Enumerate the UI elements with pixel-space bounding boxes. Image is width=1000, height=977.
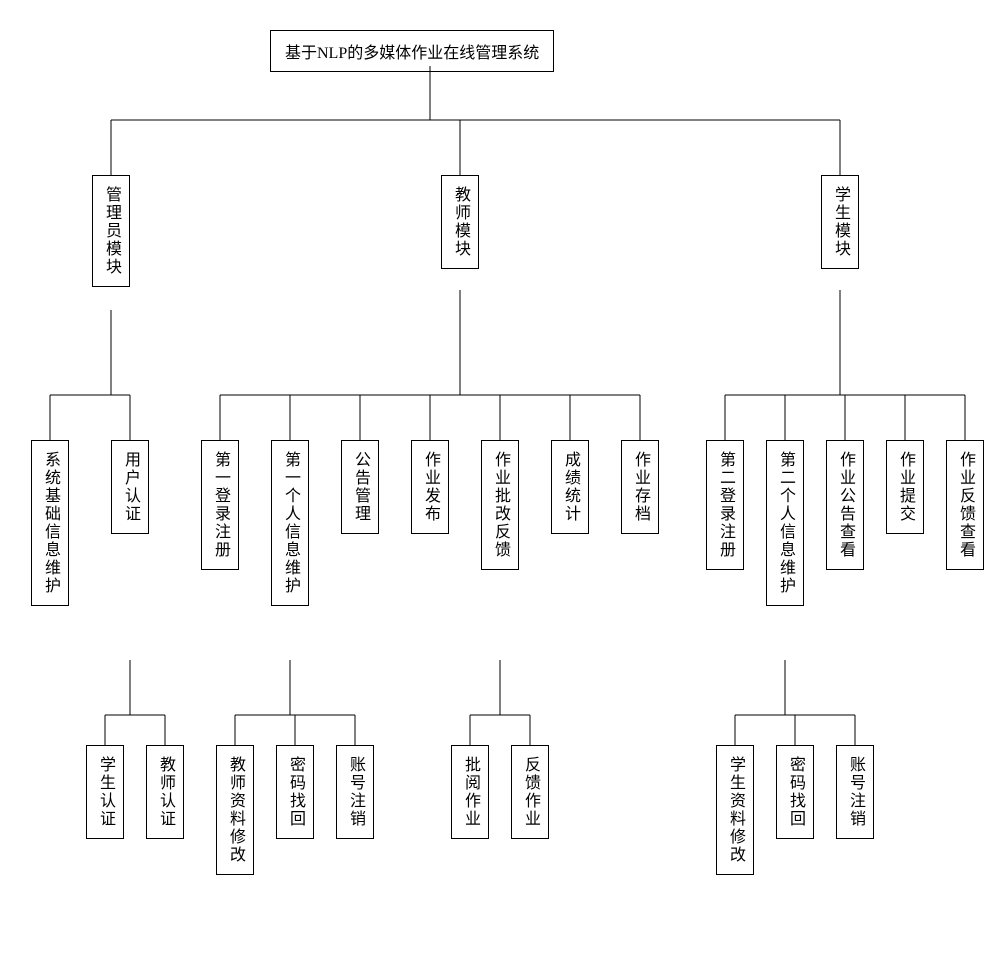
- l2-admin-label: 管理员模块: [99, 186, 123, 276]
- teacher-info-a: 教师资料修改: [216, 745, 254, 875]
- teacher-info-a-label: 教师资料修改: [223, 756, 247, 864]
- student-info-c-label: 账号注销: [843, 756, 867, 828]
- teacher-c2: 第一个人信息维护: [271, 440, 309, 606]
- student-c3: 作业公告查看: [826, 440, 864, 570]
- teacher-c4: 作业发布: [411, 440, 449, 534]
- student-info-a-label: 学生资料修改: [723, 756, 747, 864]
- admin-c2-label: 用户认证: [118, 451, 142, 523]
- teacher-review-b: 反馈作业: [511, 745, 549, 839]
- teacher-review-a: 批阅作业: [451, 745, 489, 839]
- l2-admin: 管理员模块: [92, 175, 130, 287]
- teacher-info-c-label: 账号注销: [343, 756, 367, 828]
- teacher-c3: 公告管理: [341, 440, 379, 534]
- admin-auth-b: 教师认证: [146, 745, 184, 839]
- root-label: 基于NLP的多媒体作业在线管理系统: [285, 39, 539, 63]
- student-c1-label: 第二登录注册: [713, 451, 737, 559]
- root-title: 基于NLP的多媒体作业在线管理系统: [270, 30, 554, 72]
- teacher-c4-label: 作业发布: [418, 451, 442, 523]
- student-c5-label: 作业反馈查看: [953, 451, 977, 559]
- teacher-info-b: 密码找回: [276, 745, 314, 839]
- student-c1: 第二登录注册: [706, 440, 744, 570]
- student-c4: 作业提交: [886, 440, 924, 534]
- l2-teacher: 教师模块: [441, 175, 479, 269]
- teacher-c3-label: 公告管理: [348, 451, 372, 523]
- student-c4-label: 作业提交: [893, 451, 917, 523]
- l2-teacher-label: 教师模块: [448, 186, 472, 258]
- student-info-a: 学生资料修改: [716, 745, 754, 875]
- teacher-info-b-label: 密码找回: [283, 756, 307, 828]
- student-info-c: 账号注销: [836, 745, 874, 839]
- student-info-b-label: 密码找回: [783, 756, 807, 828]
- teacher-review-a-label: 批阅作业: [458, 756, 482, 828]
- teacher-c7-label: 作业存档: [628, 451, 652, 523]
- student-c2-label: 第二个人信息维护: [773, 451, 797, 595]
- admin-auth-a: 学生认证: [86, 745, 124, 839]
- teacher-review-b-label: 反馈作业: [518, 756, 542, 828]
- teacher-c7: 作业存档: [621, 440, 659, 534]
- admin-auth-a-label: 学生认证: [93, 756, 117, 828]
- student-c3-label: 作业公告查看: [833, 451, 857, 559]
- teacher-c6: 成绩统计: [551, 440, 589, 534]
- student-c5: 作业反馈查看: [946, 440, 984, 570]
- teacher-c1-label: 第一登录注册: [208, 451, 232, 559]
- admin-c1: 系统基础信息维护: [31, 440, 69, 606]
- teacher-c5: 作业批改反馈: [481, 440, 519, 570]
- l2-student-label: 学生模块: [828, 186, 852, 258]
- teacher-info-c: 账号注销: [336, 745, 374, 839]
- l2-student: 学生模块: [821, 175, 859, 269]
- teacher-c6-label: 成绩统计: [558, 451, 582, 523]
- admin-c1-label: 系统基础信息维护: [38, 451, 62, 595]
- teacher-c2-label: 第一个人信息维护: [278, 451, 302, 595]
- teacher-c1: 第一登录注册: [201, 440, 239, 570]
- student-c2: 第二个人信息维护: [766, 440, 804, 606]
- student-info-b: 密码找回: [776, 745, 814, 839]
- teacher-c5-label: 作业批改反馈: [488, 451, 512, 559]
- admin-auth-b-label: 教师认证: [153, 756, 177, 828]
- admin-c2: 用户认证: [111, 440, 149, 534]
